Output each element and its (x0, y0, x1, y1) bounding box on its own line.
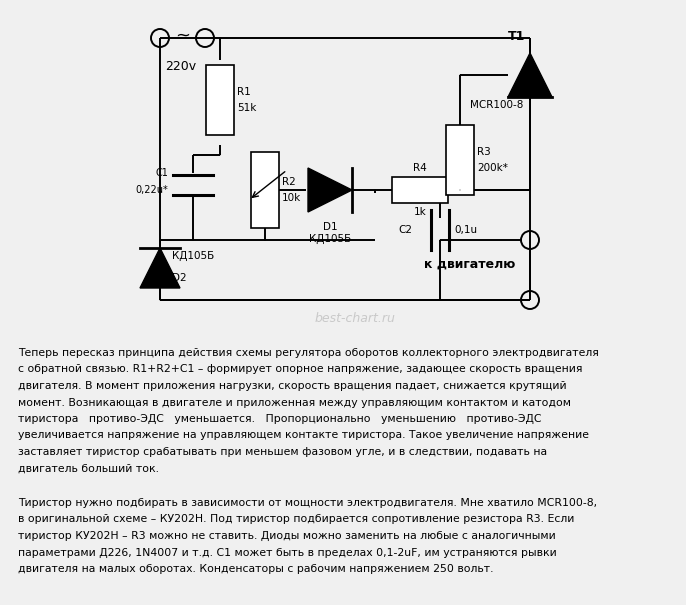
Text: 220v: 220v (165, 60, 196, 73)
Polygon shape (308, 168, 352, 212)
Text: КД105Б: КД105Б (309, 234, 351, 244)
Bar (446, 125, 474, 195)
Polygon shape (508, 53, 552, 97)
Text: к двигателю: к двигателю (424, 258, 515, 271)
Text: Теперь пересказ принципа действия схемы регулятора оборотов коллекторного электр: Теперь пересказ принципа действия схемы … (18, 348, 599, 358)
Text: КД105Б: КД105Б (172, 251, 214, 261)
Text: C2: C2 (398, 225, 412, 235)
Text: R1: R1 (237, 87, 251, 97)
Text: 0,1u: 0,1u (454, 225, 477, 235)
Text: C1: C1 (155, 168, 168, 178)
Text: тиристор КУ202Н – R3 можно не ставить. Диоды можно заменить на любые с аналогичн: тиристор КУ202Н – R3 можно не ставить. Д… (18, 531, 556, 541)
Text: MCR100-8: MCR100-8 (470, 100, 523, 110)
Text: двигателя. В момент приложения нагрузки, скорость вращения падает, снижается кру: двигателя. В момент приложения нагрузки,… (18, 381, 567, 391)
Text: двигатель больший ток.: двигатель больший ток. (18, 463, 159, 474)
Text: T1: T1 (508, 30, 525, 44)
Polygon shape (140, 248, 180, 288)
Text: R2: R2 (282, 177, 296, 187)
Text: с обратной связью. R1+R2+C1 – формирует опорное напряжение, задающее скорость вр: с обратной связью. R1+R2+C1 – формирует … (18, 364, 582, 374)
Text: 51k: 51k (237, 103, 257, 113)
Text: в оригинальной схеме – КУ202Н. Под тиристор подбирается сопротивление резистора : в оригинальной схеме – КУ202Н. Под тирис… (18, 514, 574, 525)
Text: ~: ~ (176, 27, 191, 45)
Text: заставляет тиристор срабатывать при меньшем фазовом угле, и в следствии, подават: заставляет тиристор срабатывать при мень… (18, 447, 547, 457)
Bar (206, 65, 234, 135)
Bar (392, 177, 448, 203)
Text: момент. Возникающая в двигателе и приложенная между управляющим контактом и като: момент. Возникающая в двигателе и прилож… (18, 397, 571, 408)
Text: 200k*: 200k* (477, 163, 508, 173)
Text: D2: D2 (172, 273, 187, 283)
Text: увеличивается напряжение на управляющем контакте тиристора. Такое увеличение нап: увеличивается напряжение на управляющем … (18, 431, 589, 440)
Text: тиристора   противо-ЭДС   уменьшается.   Пропорционально   уменьшению   противо-: тиристора противо-ЭДС уменьшается. Пропо… (18, 414, 541, 424)
Text: 1k: 1k (414, 207, 427, 217)
Text: параметрами Д226, 1N4007 и т.д. C1 может быть в пределах 0,1-2uF, им устраняются: параметрами Д226, 1N4007 и т.д. C1 может… (18, 548, 557, 558)
Text: R4: R4 (413, 163, 427, 173)
Text: 0,22u*: 0,22u* (135, 185, 168, 195)
Text: Тиристор нужно подбирать в зависимости от мощности электродвигателя. Мне хватило: Тиристор нужно подбирать в зависимости о… (18, 498, 597, 508)
Text: R3: R3 (477, 147, 490, 157)
Text: D1: D1 (322, 222, 338, 232)
Text: двигателя на малых оборотах. Конденсаторы с рабочим напряжением 250 вольт.: двигателя на малых оборотах. Конденсатор… (18, 564, 493, 574)
Text: 10k: 10k (282, 193, 301, 203)
Text: best-chart.ru: best-chart.ru (315, 312, 395, 324)
Bar (251, 152, 279, 228)
